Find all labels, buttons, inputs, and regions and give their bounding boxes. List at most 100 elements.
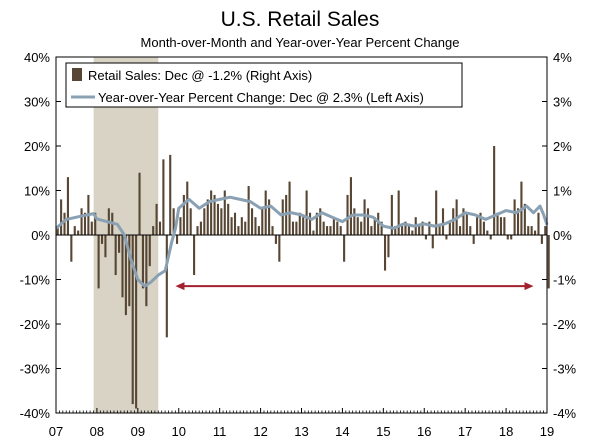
- retail-sales-bar: [360, 221, 363, 235]
- retail-sales-bar: [516, 208, 520, 235]
- retail-sales-bar: [244, 221, 247, 235]
- retail-sales-bar: [56, 226, 59, 235]
- retail-sales-bar: [472, 235, 475, 244]
- retail-sales-bar: [441, 208, 445, 235]
- retail-sales-bar: [60, 199, 63, 235]
- left-axis-tick-label: 10%: [24, 184, 50, 199]
- retail-sales-bar: [155, 203, 158, 235]
- retail-sales-bar: [489, 235, 492, 240]
- retail-sales-bar: [421, 221, 424, 235]
- retail-sales-bar: [404, 221, 407, 235]
- retail-sales-bar: [100, 235, 104, 244]
- retail-sales-bar: [66, 177, 69, 235]
- x-axis-tick-label: 10: [172, 424, 186, 439]
- right-axis-tick-label: 4%: [553, 50, 572, 65]
- retail-sales-bar: [121, 235, 124, 298]
- x-axis-tick-label: 15: [376, 424, 390, 439]
- x-axis-tick-label: 16: [417, 424, 431, 439]
- retail-sales-bar: [281, 199, 284, 235]
- retail-sales-bar: [312, 230, 315, 235]
- retail-sales-bar: [530, 226, 533, 235]
- retail-sales-bar: [479, 212, 482, 235]
- retail-sales-bar: [254, 217, 257, 235]
- retail-sales-bar: [80, 208, 83, 235]
- retail-sales-bar: [182, 194, 185, 235]
- retail-sales-bar: [465, 212, 468, 235]
- retail-sales-bar: [336, 221, 339, 235]
- retail-sales-bar: [223, 190, 226, 235]
- retail-sales-bar: [326, 226, 329, 235]
- retail-sales-bar: [315, 212, 318, 235]
- retail-sales-bar: [459, 226, 462, 235]
- retail-sales-bar: [165, 235, 168, 338]
- retail-sales-bar: [128, 235, 131, 307]
- retail-sales-bar: [206, 199, 209, 235]
- retail-sales-bar: [193, 235, 196, 276]
- retail-sales-bar: [131, 235, 134, 405]
- retail-sales-bar: [118, 235, 121, 253]
- x-axis: 07 08 09 10 11 12 13 14 15 16 17 18 19: [49, 408, 554, 439]
- retail-sales-bar: [418, 226, 421, 235]
- retail-sales-bar: [158, 221, 162, 235]
- retail-sales-bar: [148, 235, 151, 267]
- retail-sales-bar: [172, 208, 175, 235]
- legend: Retail Sales: Dec @ -1.2% (Right Axis) Y…: [65, 62, 463, 108]
- retail-sales-bar: [152, 226, 155, 235]
- retail-sales-bar: [220, 208, 223, 235]
- left-axis: 40% 30% 20% 10% 0% -10% -20% -30% -40%: [20, 50, 61, 421]
- retail-sales-bar: [308, 212, 312, 235]
- retail-sales-bar: [373, 217, 376, 235]
- retail-sales-bar: [513, 199, 516, 235]
- retail-sales-bar: [407, 226, 410, 235]
- retail-sales-bar: [162, 159, 165, 235]
- retail-sales-bar: [428, 221, 431, 235]
- retail-sales-bar: [499, 217, 503, 235]
- retail-sales-bar: [435, 190, 438, 235]
- retail-sales-bar: [179, 217, 182, 235]
- retail-sales-bar: [240, 217, 243, 235]
- retail-sales-bar: [366, 208, 370, 235]
- retail-sales-bar: [268, 199, 271, 235]
- retail-sales-bar: [540, 235, 543, 244]
- retail-sales-bar: [534, 230, 537, 235]
- retail-sales-bar: [510, 235, 513, 240]
- retail-sales-bar: [329, 226, 332, 235]
- yoy-line-path: [55, 195, 549, 288]
- retail-sales-bar: [445, 235, 448, 240]
- retail-sales-bar: [380, 221, 383, 235]
- retail-sales-bar: [247, 186, 250, 235]
- retail-sales-bar: [216, 203, 220, 235]
- arrow-head-left: [175, 282, 185, 291]
- annotation-arrow: [175, 282, 534, 291]
- left-axis-tick-label: 30%: [24, 95, 50, 110]
- retail-sales-bar: [503, 217, 506, 235]
- retail-sales-bar: [233, 212, 237, 235]
- retail-sales-bar: [227, 203, 230, 235]
- retail-sales-bar: [189, 208, 192, 235]
- arrow-head-right: [524, 282, 534, 291]
- chart-subtitle: Month-over-Month and Year-over-Year Perc…: [141, 35, 460, 50]
- retail-sales-bar: [274, 235, 277, 244]
- retail-sales-bar: [305, 190, 308, 235]
- retail-sales-bar: [332, 217, 335, 235]
- left-axis-tick-label: -30%: [20, 362, 51, 377]
- retail-sales-bar: [175, 235, 179, 244]
- retail-sales-bar: [346, 194, 349, 235]
- left-axis-tick-label: -10%: [20, 273, 51, 288]
- retail-sales-bar: [141, 235, 144, 289]
- retail-sales-bar: [322, 221, 325, 235]
- retail-sales-bar: [438, 226, 441, 235]
- retail-sales-bar: [394, 226, 397, 235]
- retail-sales-bar: [547, 235, 550, 289]
- retail-sales-bar: [356, 217, 359, 235]
- right-axis-tick-label: 2%: [553, 139, 572, 154]
- retail-sales-bar: [486, 230, 489, 235]
- x-axis-tick-label: 11: [213, 424, 227, 439]
- retail-sales-bar: [203, 208, 206, 235]
- retail-sales-bar: [199, 221, 202, 235]
- left-axis-tick-label: 40%: [24, 50, 50, 65]
- legend-swatch-retail-sales: [72, 68, 82, 81]
- legend-box: [65, 62, 463, 108]
- retail-sales-bar: [363, 199, 366, 235]
- retail-sales-bar: [448, 221, 451, 235]
